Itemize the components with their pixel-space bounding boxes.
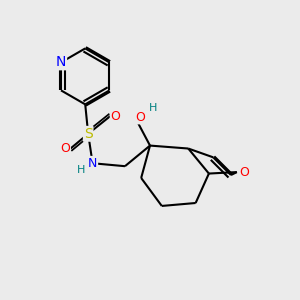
Text: N: N [56,56,66,69]
Text: N: N [88,157,97,170]
Text: O: O [135,110,145,124]
Text: O: O [111,110,121,123]
Text: H: H [77,165,86,175]
Text: O: O [60,142,70,155]
Text: H: H [149,103,157,113]
Text: O: O [239,166,249,178]
Text: S: S [84,127,92,141]
